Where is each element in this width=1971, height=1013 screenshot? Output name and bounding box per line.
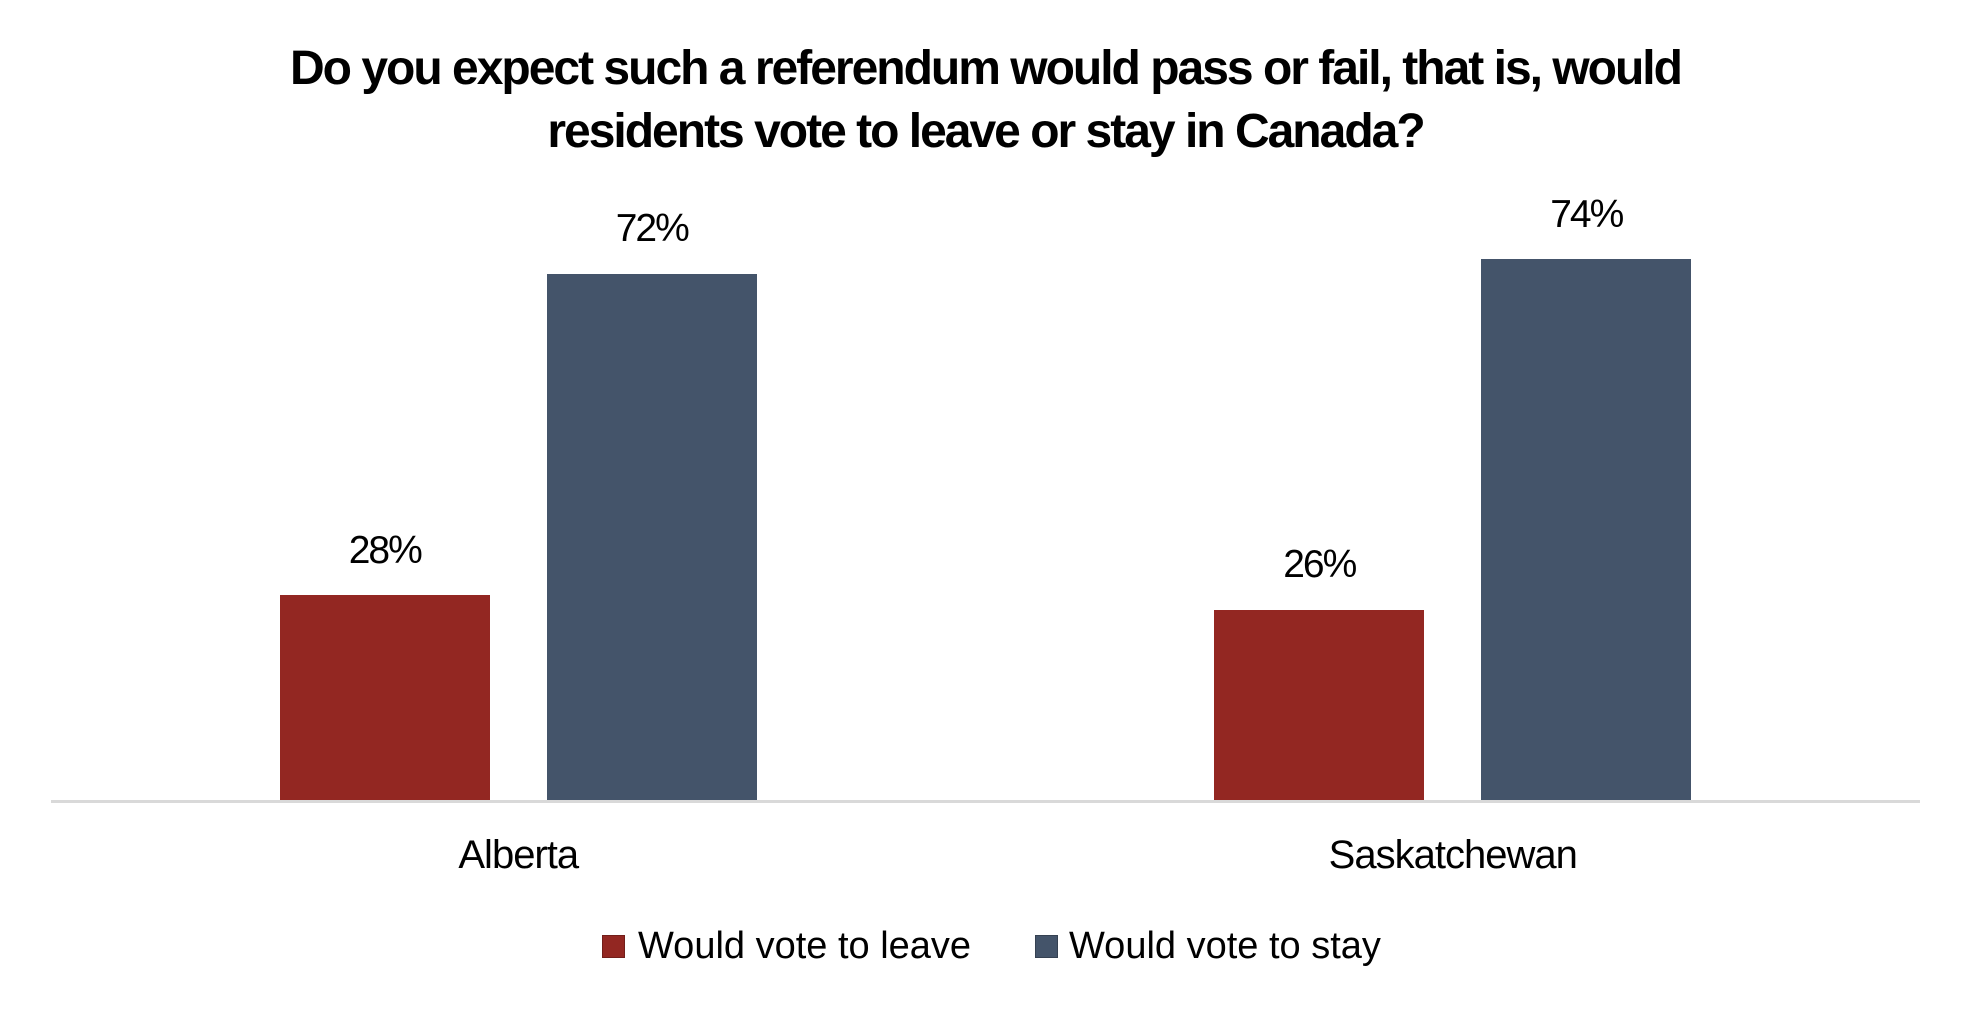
bar-alberta-stay [546, 273, 757, 800]
legend-swatch-stay [1035, 935, 1058, 958]
legend-swatch-leave [602, 935, 625, 958]
category-label-saskatchewan: Saskatchewan [1328, 833, 1578, 877]
data-label-saskatchewan-stay: 74% [1550, 192, 1624, 236]
legend-label-stay: Would vote to stay [1069, 925, 1381, 967]
bar-alberta-leave [279, 595, 490, 800]
chart-title-line-1: Do you expect such a referendum would pa… [290, 42, 1683, 95]
bar-saskatchewan-stay [1481, 259, 1692, 800]
legend-item-leave: Would vote to leave [602, 925, 971, 967]
legend-label-leave: Would vote to leave [638, 925, 972, 967]
data-label-saskatchewan-leave: 26% [1283, 543, 1357, 587]
x-axis-line [51, 800, 1920, 803]
chart-title-line-2: residents vote to leave or stay in Canad… [547, 105, 1425, 158]
category-label-alberta: Alberta [458, 833, 579, 877]
chart-title: Do you expect such a referendum would pa… [0, 37, 1971, 163]
bar-saskatchewan-leave [1214, 609, 1425, 800]
legend-item-stay: Would vote to stay [1035, 925, 1381, 967]
data-label-alberta-stay: 72% [615, 207, 690, 251]
data-label-alberta-leave: 28% [348, 528, 423, 572]
